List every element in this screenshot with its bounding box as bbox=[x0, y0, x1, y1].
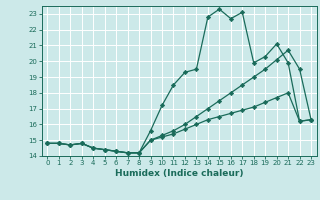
X-axis label: Humidex (Indice chaleur): Humidex (Indice chaleur) bbox=[115, 169, 244, 178]
